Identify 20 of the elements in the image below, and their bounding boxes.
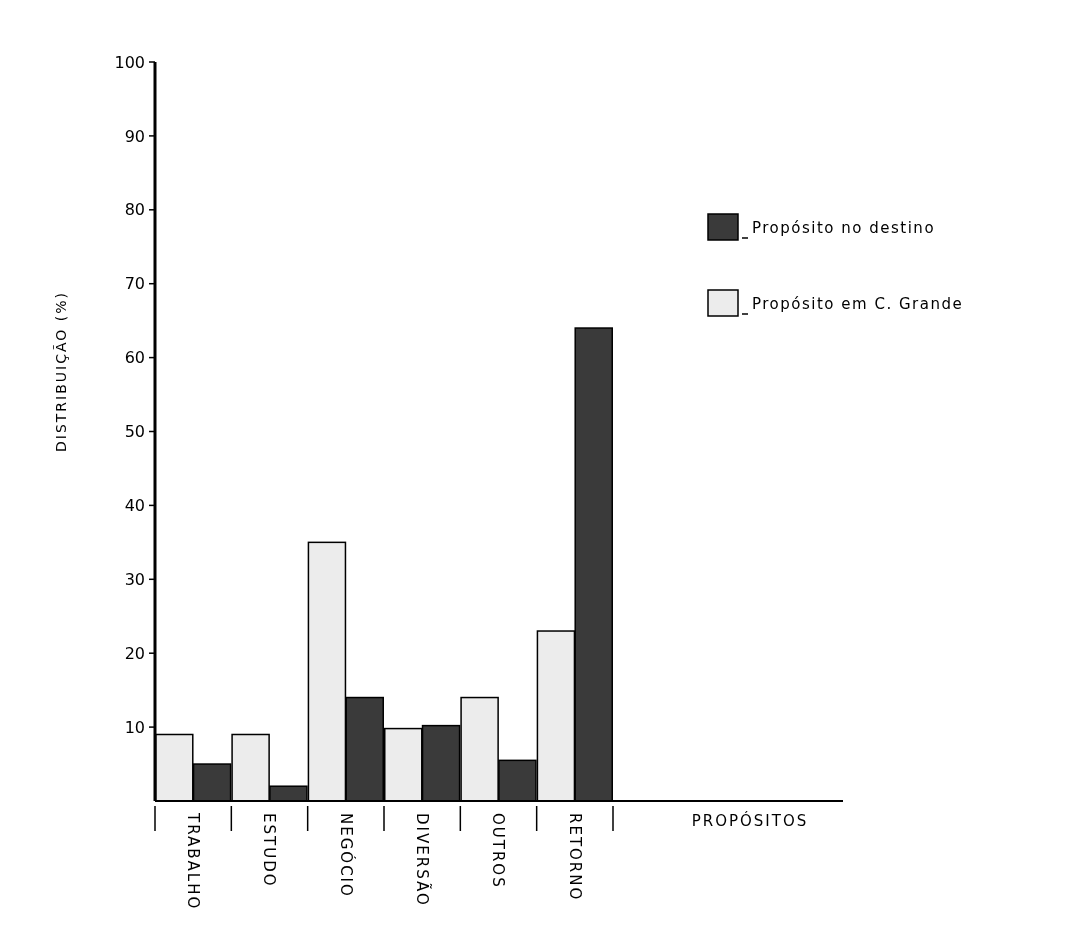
y-axis-title: DISTRIBUIÇÃO (%) [53, 291, 69, 452]
text: PROPÓSITOS [691, 811, 809, 830]
x-tick-label: TRABALHO [183, 812, 202, 911]
y-tick-label: 10 [124, 717, 145, 737]
legend-label: Propósito no destino [752, 219, 936, 237]
y-tick-label: 70 [124, 274, 145, 294]
legend-label: Propósito em C. Grande [752, 295, 964, 313]
x-tick-label: RETORNO [565, 813, 584, 902]
y-tick-label: 60 [124, 348, 145, 368]
x-tick-label: NEGÓCIO [336, 813, 356, 898]
y-tick-label: 40 [124, 496, 145, 515]
x-tick-label: DIVERSÃO [412, 813, 432, 907]
x-tick-label: OUTROS [489, 813, 508, 889]
y-tick-label: 30 [124, 569, 145, 589]
y-tick-label: 100 [114, 52, 145, 72]
y-tick-label: 50 [124, 422, 145, 442]
y-tick-label: 20 [124, 643, 145, 663]
x-tick-label: ESTUDO [260, 813, 279, 888]
y-tick-label: 90 [124, 126, 145, 146]
y-tick-label: 80 [124, 200, 145, 220]
